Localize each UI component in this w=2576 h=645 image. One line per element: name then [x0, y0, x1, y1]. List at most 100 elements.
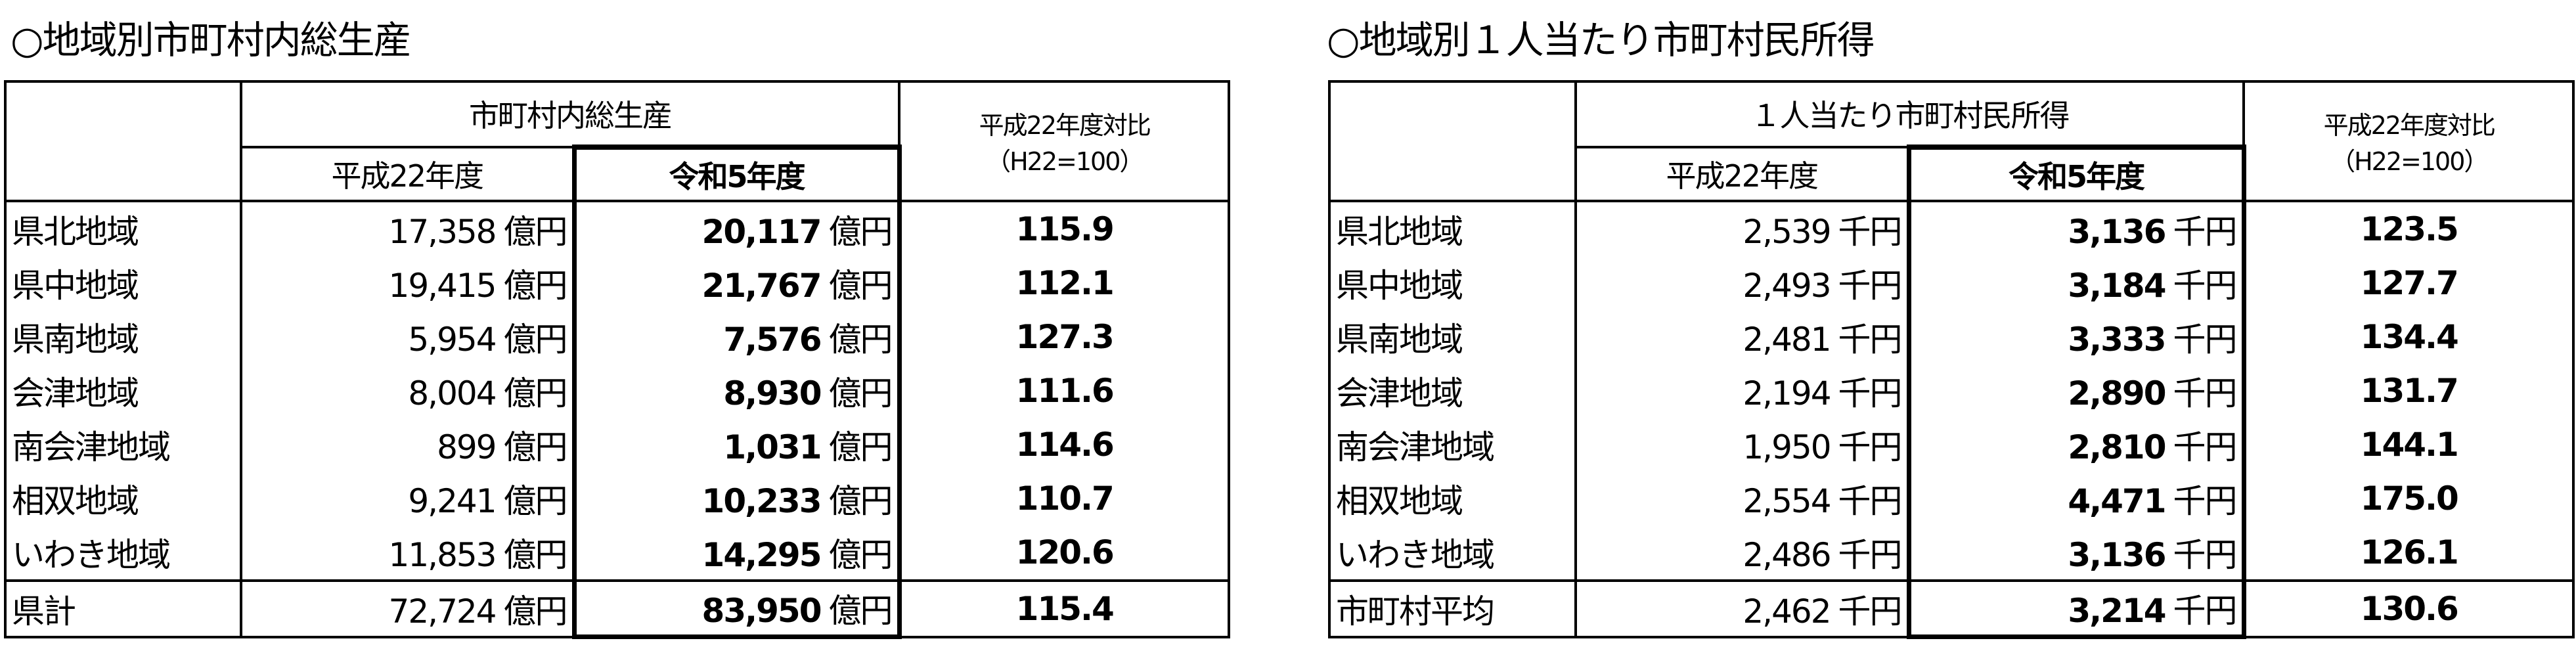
table-row: 県南地域 2,481 千円 3,333 千円 134.4 — [1328, 310, 2575, 364]
region-name: 県計 — [4, 579, 242, 638]
region-name: いわき地域 — [4, 525, 242, 581]
unit-label: 千円 — [2173, 482, 2238, 520]
r5-value: 10,233 — [701, 482, 822, 520]
table-row: いわき地域 11,853 億円 14,295 億円 120.6 — [4, 525, 1230, 581]
h22-value: 2,462 — [1743, 592, 1831, 631]
h22-value: 9,241 — [408, 482, 497, 520]
h22-value-cell: 9,241 億円 — [240, 472, 575, 525]
region-name: 南会津地域 — [4, 418, 242, 472]
unit-label: 千円 — [1838, 428, 1903, 466]
subheader-row: 平成22年度 令和5年度 — [1329, 145, 2573, 202]
unit-label: 千円 — [2173, 428, 2238, 466]
ratio-value: 111.6 — [898, 364, 1230, 418]
h22-value: 1,950 — [1743, 428, 1831, 466]
h22-value-cell: 899 億円 — [240, 418, 575, 472]
group-header: １人当たり市町村民所得 — [1574, 80, 2245, 148]
r5-value: 7,576 — [723, 321, 822, 359]
h22-value-cell: 2,462 千円 — [1574, 579, 1910, 638]
unit-label: 千円 — [2173, 592, 2238, 630]
ratio-header: 平成22年度対比 （H22=100） — [2242, 80, 2575, 202]
unit-label: 億円 — [503, 536, 568, 574]
unit-label: 千円 — [1838, 374, 1903, 412]
ratio-value: 115.9 — [898, 201, 1230, 256]
ratio-value: 114.6 — [898, 418, 1230, 472]
unit-label: 億円 — [503, 213, 568, 251]
region-name: 県中地域 — [1328, 256, 1577, 310]
h22-value-cell: 2,554 千円 — [1574, 472, 1910, 525]
total-row: 県計 72,724 億円 83,950 億円 115.4 — [4, 579, 1230, 639]
table-row: 県北地域 17,358 億円 20,117 億円 115.9 — [4, 201, 1230, 256]
region-name: いわき地域 — [1328, 525, 1577, 581]
r5-value-cell: 3,333 千円 — [1906, 310, 2246, 364]
unit-label: 億円 — [503, 428, 568, 466]
h22-value-cell: 2,539 千円 — [1574, 201, 1910, 256]
r5-value: 2,890 — [2068, 374, 2166, 412]
r5-value: 1,031 — [723, 428, 822, 466]
h22-value-cell: 11,853 億円 — [240, 525, 575, 581]
h22-value: 17,358 — [388, 213, 497, 251]
r5-value: 3,136 — [2068, 536, 2166, 574]
unit-label: 億円 — [828, 374, 893, 412]
h22-value: 2,194 — [1743, 374, 1831, 412]
table-row: 県南地域 5,954 億円 7,576 億円 127.3 — [4, 310, 1230, 364]
corner-cell — [4, 80, 242, 202]
h22-value-cell: 2,493 千円 — [1574, 256, 1910, 310]
unit-label: 千円 — [1838, 213, 1903, 251]
unit-label: 千円 — [1838, 482, 1903, 520]
ratio-value: 127.7 — [2242, 256, 2575, 310]
ratio-header-label: 平成22年度対比 — [2323, 111, 2496, 140]
unit-label: 億円 — [828, 482, 893, 520]
r5-value: 2,810 — [2068, 428, 2166, 466]
h22-value: 2,493 — [1743, 267, 1831, 305]
h22-value: 8,004 — [408, 374, 497, 412]
r5-value: 14,295 — [701, 536, 822, 574]
table-row: 県中地域 19,415 億円 21,767 億円 112.1 — [4, 256, 1230, 310]
h22-value-cell: 1,950 千円 — [1574, 418, 1910, 472]
ratio-value: 134.4 — [2242, 310, 2575, 364]
unit-label: 億円 — [828, 428, 893, 466]
h22-value: 72,724 — [388, 592, 497, 631]
unit-label: 億円 — [828, 213, 893, 251]
h22-value-cell: 8,004 億円 — [240, 364, 575, 418]
r5-value-cell: 1,031 億円 — [571, 418, 902, 472]
r5-value-cell: 3,184 千円 — [1906, 256, 2246, 310]
col-r5-header: 令和5年度 — [571, 145, 902, 202]
ratio-value: 112.1 — [898, 256, 1230, 310]
region-name: 県北地域 — [1328, 201, 1577, 256]
region-name: 相双地域 — [1328, 472, 1577, 525]
table-row: 県中地域 2,493 千円 3,184 千円 127.7 — [1328, 256, 2575, 310]
r5-value-cell: 4,471 千円 — [1906, 472, 2246, 525]
table-row: 南会津地域 1,950 千円 2,810 千円 144.1 — [1328, 418, 2575, 472]
left-table-title: ○地域別市町村内総生産 — [11, 18, 412, 62]
region-name: 県中地域 — [4, 256, 242, 310]
unit-label: 千円 — [1838, 321, 1903, 359]
ratio-value: 131.7 — [2242, 364, 2575, 418]
unit-label: 千円 — [1838, 592, 1903, 631]
ratio-value: 123.5 — [2242, 201, 2575, 256]
ratio-value: 144.1 — [2242, 418, 2575, 472]
r5-value: 3,214 — [2068, 592, 2166, 630]
right-table-title: ○地域別１人当たり市町村民所得 — [1327, 18, 1875, 62]
table-row: 南会津地域 899 億円 1,031 億円 114.6 — [4, 418, 1230, 472]
unit-label: 千円 — [2173, 321, 2238, 359]
h22-value-cell: 19,415 億円 — [240, 256, 575, 310]
col-h22-header: 平成22年度 — [1574, 146, 1910, 202]
unit-label: 億円 — [503, 482, 568, 520]
unit-label: 千円 — [2173, 213, 2238, 251]
ratio-value: 126.1 — [2242, 525, 2575, 581]
ratio-value: 175.0 — [2242, 472, 2575, 525]
unit-label: 億円 — [503, 267, 568, 305]
h22-value: 11,853 — [388, 536, 497, 574]
unit-label: 億円 — [828, 536, 893, 574]
r5-value-cell: 3,136 千円 — [1906, 201, 2246, 256]
subheader-row: 平成22年度 令和5年度 — [5, 145, 1229, 202]
unit-label: 千円 — [2173, 536, 2238, 574]
h22-value: 899 — [437, 428, 497, 466]
unit-label: 億円 — [828, 592, 893, 630]
unit-label: 千円 — [2173, 267, 2238, 305]
h22-value: 19,415 — [388, 267, 497, 305]
h22-value-cell: 2,486 千円 — [1574, 525, 1910, 581]
r5-value: 4,471 — [2068, 482, 2166, 520]
region-name: 相双地域 — [4, 472, 242, 525]
region-name: 県南地域 — [4, 310, 242, 364]
